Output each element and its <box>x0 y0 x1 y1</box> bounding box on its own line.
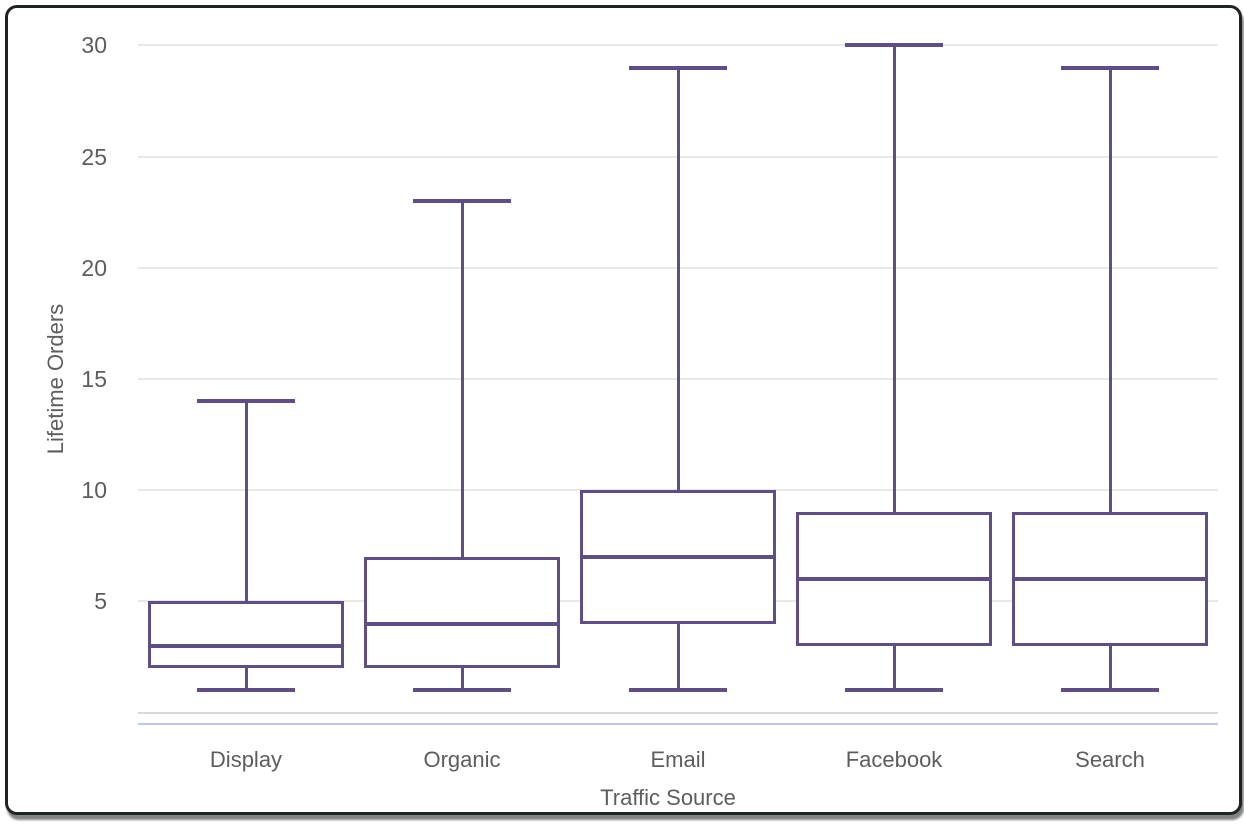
ticks-layer: 5 10 15 20 25 30 Display Organic Email Facebook Se… <box>8 8 1239 812</box>
x-tick-label-organic: Organic <box>423 747 501 772</box>
y-tick-label-15: 15 <box>81 365 107 392</box>
whisker-lower-line <box>244 668 248 691</box>
median-line <box>580 554 776 559</box>
axis-layer <box>8 8 1239 812</box>
whisker-cap-min <box>629 688 727 693</box>
marks-layer <box>8 8 1239 812</box>
x-tick-label-facebook: Facebook <box>845 747 943 772</box>
x-axis-line <box>138 711 1218 714</box>
x-axis-title: Traffic Source <box>600 785 736 810</box>
whisker-cap-max <box>413 199 511 204</box>
median-line <box>796 577 992 582</box>
whisker-cap-max <box>1061 65 1159 70</box>
whisker-cap-max <box>197 399 295 404</box>
chart-frame: 5 10 15 20 25 30 Display Organic Email Facebook Se… <box>5 5 1242 815</box>
gridline-y-30 <box>138 44 1218 47</box>
whisker-upper-line <box>676 67 680 491</box>
y-tick-label-20: 20 <box>81 254 107 281</box>
whisker-lower-line <box>892 645 896 691</box>
y-tick-label-25: 25 <box>81 143 107 170</box>
plot-area: 5 10 15 20 25 30 Display Organic Email Facebook Se… <box>8 8 1239 812</box>
whisker-cap-min <box>413 688 511 693</box>
x-tick-label-search: Search <box>1075 747 1145 772</box>
x-tick-label-email: Email <box>650 747 706 772</box>
x-tick-label-display: Display <box>209 747 283 772</box>
median-line <box>1012 577 1208 582</box>
y-axis-title: Lifetime Orders <box>43 303 68 455</box>
whisker-cap-min <box>197 688 295 693</box>
whisker-cap-max <box>629 65 727 70</box>
whisker-cap-min <box>1061 688 1159 693</box>
median-line <box>148 643 344 648</box>
iqr-box <box>148 601 344 669</box>
x-axis-accent-line <box>138 722 1218 725</box>
whisker-lower-line <box>1108 645 1112 691</box>
whisker-upper-line <box>892 45 896 513</box>
whisker-lower-line <box>460 668 464 691</box>
whisker-cap-max <box>845 43 943 48</box>
whisker-upper-line <box>460 201 464 557</box>
median-line <box>364 621 560 626</box>
y-tick-label-10: 10 <box>81 477 107 504</box>
iqr-box <box>364 556 560 669</box>
y-tick-label-5: 5 <box>94 588 107 615</box>
whisker-lower-line <box>676 623 680 691</box>
whisker-upper-line <box>244 401 248 602</box>
whisker-cap-min <box>845 688 943 693</box>
y-tick-label-30: 30 <box>81 32 107 59</box>
whisker-upper-line <box>1108 67 1112 513</box>
